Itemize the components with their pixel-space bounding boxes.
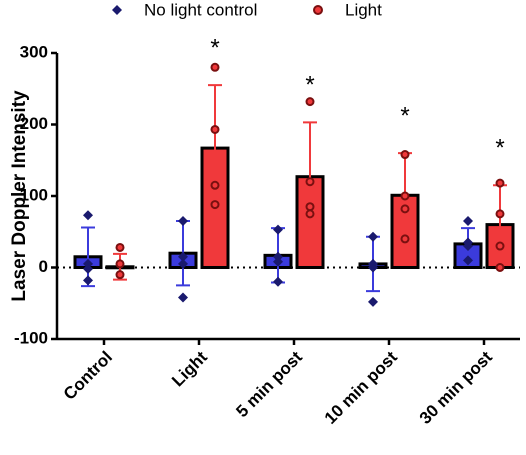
data-point (83, 210, 93, 221)
y-tick-label: 100 (20, 185, 48, 204)
data-point (400, 150, 410, 160)
x-tick-label: Control (60, 348, 116, 404)
data-point (400, 191, 410, 201)
legend-marker (313, 5, 323, 15)
data-point (305, 202, 315, 212)
data-point (400, 234, 410, 244)
data-point (210, 180, 220, 190)
y-tick-label: 0 (39, 257, 48, 276)
data-point (115, 259, 125, 269)
data-point (305, 177, 315, 187)
data-point (495, 178, 505, 188)
data-point (273, 251, 283, 262)
y-tick-label: -100 (14, 328, 48, 347)
data-point (210, 62, 220, 72)
data-point (83, 263, 93, 274)
x-tick-label: Light (168, 347, 211, 390)
data-point (495, 241, 505, 251)
error-bar (208, 84, 222, 213)
data-point (178, 292, 188, 303)
data-point (178, 258, 188, 269)
data-point (273, 276, 283, 287)
data-point (305, 97, 315, 107)
data-point (305, 209, 315, 219)
data-point (83, 258, 93, 269)
significance-mark: * (495, 135, 504, 162)
data-point (495, 263, 505, 272)
x-tick-label: 5 min post (232, 347, 306, 421)
legend-label: Light (345, 0, 382, 19)
data-point (210, 200, 220, 210)
data-point (400, 204, 410, 214)
x-tick-label: 30 min post (416, 347, 496, 427)
data-point (368, 262, 378, 273)
data-point (115, 242, 125, 252)
legend-label: No light control (144, 0, 257, 19)
data-point (83, 275, 93, 286)
data-point (273, 256, 283, 267)
y-tick-label: 300 (20, 42, 48, 61)
data-point (463, 255, 473, 266)
data-point (368, 231, 378, 242)
data-point (178, 216, 188, 227)
data-point (463, 241, 473, 252)
data-point (368, 296, 378, 307)
data-point (178, 251, 188, 262)
significance-mark: * (400, 102, 409, 129)
data-point (210, 125, 220, 135)
x-tick-label: 10 min post (321, 347, 401, 427)
data-point (115, 270, 125, 280)
y-axis-label: Laser Doppler Intensity (9, 90, 30, 302)
data-point (495, 209, 505, 219)
y-tick-label: 200 (20, 114, 48, 133)
significance-mark: * (305, 72, 314, 99)
data-point (463, 216, 473, 227)
data-point (273, 224, 283, 235)
legend-marker (112, 5, 122, 15)
significance-mark: * (210, 35, 219, 62)
